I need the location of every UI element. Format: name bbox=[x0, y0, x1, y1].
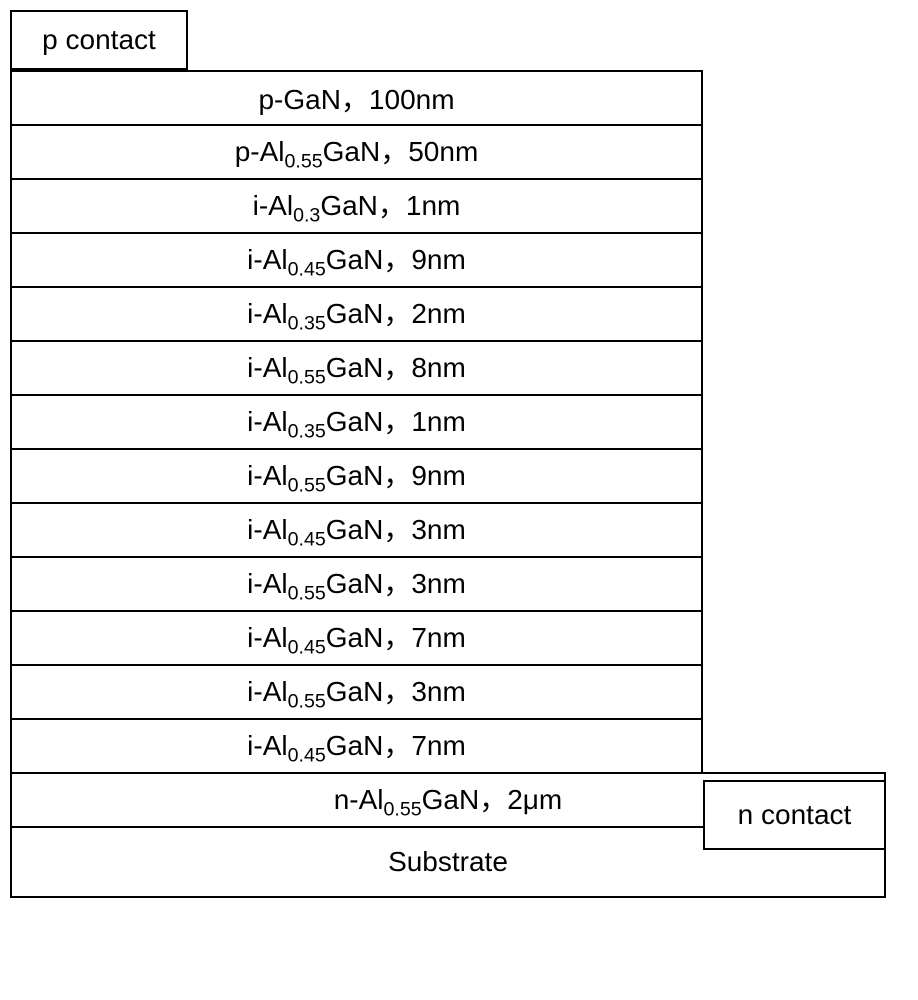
stack-layer-label-12: i-Al0.45GaN，7nm bbox=[247, 724, 466, 768]
stack-layer-label-6: i-Al0.35GaN，1nm bbox=[247, 400, 466, 444]
stack-layer-label-10: i-Al0.45GaN，7nm bbox=[247, 616, 466, 660]
stack-layer-label-9: i-Al0.55GaN，3nm bbox=[247, 562, 466, 606]
stack-layer-4: i-Al0.35GaN，2nm bbox=[10, 286, 703, 342]
stack-layer-label-8: i-Al0.45GaN，3nm bbox=[247, 508, 466, 552]
stack-layer-label-4: i-Al0.35GaN，2nm bbox=[247, 292, 466, 336]
stack-layer-label-3: i-Al0.45GaN，9nm bbox=[247, 238, 466, 282]
n-contact-box: n contact bbox=[703, 780, 886, 850]
stack-layer-0: p-GaN，100nm bbox=[10, 70, 703, 126]
stack-layer-10: i-Al0.45GaN，7nm bbox=[10, 610, 703, 666]
stack-layer-label-1: p-Al0.55GaN，50nm bbox=[235, 130, 479, 174]
stack-layer-3: i-Al0.45GaN，9nm bbox=[10, 232, 703, 288]
stack-layer-1: p-Al0.55GaN，50nm bbox=[10, 124, 703, 180]
stack-layer-12: i-Al0.45GaN，7nm bbox=[10, 718, 703, 774]
stack-layer-8: i-Al0.45GaN，3nm bbox=[10, 502, 703, 558]
stack-layer-2: i-Al0.3GaN，1nm bbox=[10, 178, 703, 234]
layer-stack-diagram: p contact p-GaN，100nm p-Al0.55GaN，50nm i-Al… bbox=[10, 10, 908, 990]
stack-layer-label-0: p-GaN，100nm bbox=[258, 78, 454, 118]
stack-layer-label-13: n-Al0.55GaN，2μm bbox=[334, 778, 563, 822]
p-contact-label: p contact bbox=[42, 24, 156, 56]
stack-layer-label-7: i-Al0.55GaN，9nm bbox=[247, 454, 466, 498]
stack-layer-6: i-Al0.35GaN，1nm bbox=[10, 394, 703, 450]
stack-layer-7: i-Al0.55GaN，9nm bbox=[10, 448, 703, 504]
p-contact-box: p contact bbox=[10, 10, 188, 70]
stack-layer-5: i-Al0.55GaN，8nm bbox=[10, 340, 703, 396]
stack-layer-9: i-Al0.55GaN，3nm bbox=[10, 556, 703, 612]
stack-layer-label-5: i-Al0.55GaN，8nm bbox=[247, 346, 466, 390]
n-contact-label: n contact bbox=[738, 799, 852, 831]
substrate-label: Substrate bbox=[388, 846, 508, 878]
stack-layer-label-11: i-Al0.55GaN，3nm bbox=[247, 670, 466, 714]
stack-layer-label-2: i-Al0.3GaN，1nm bbox=[253, 184, 461, 228]
stack-layer-11: i-Al0.55GaN，3nm bbox=[10, 664, 703, 720]
